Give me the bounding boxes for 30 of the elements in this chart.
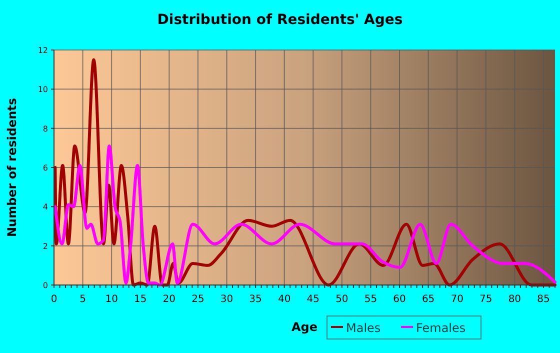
x-tick-label: 85 [537, 294, 550, 305]
x-tick-label: 20 [162, 294, 176, 305]
legend-label: Females [416, 321, 466, 335]
y-tick-label: 10 [38, 85, 48, 94]
x-tick-label: 65 [422, 294, 435, 305]
x-tick-label: 70 [450, 294, 464, 305]
y-tick-label: 12 [38, 46, 48, 55]
chart-title: Distribution of Residents' Ages [157, 12, 403, 28]
x-tick-label: 30 [220, 294, 234, 305]
x-tick-label: 35 [249, 294, 262, 305]
x-axis-title: Age [291, 320, 318, 334]
x-tick-label: 10 [105, 294, 118, 305]
x-tick-label: 0 [50, 294, 58, 305]
legend-label: Males [346, 321, 381, 335]
x-tick-label: 75 [480, 294, 492, 305]
y-tick-label: 2 [42, 242, 48, 251]
y-tick-label: 8 [42, 124, 48, 134]
x-tick-label: 25 [192, 294, 204, 305]
x-tick-label: 5 [80, 294, 86, 305]
x-tick-label: 40 [278, 294, 291, 305]
y-axis-title: Number of residents [5, 98, 19, 238]
x-tick-label: 15 [134, 294, 147, 305]
x-tick-label: 45 [306, 294, 320, 305]
x-tick-label: 80 [508, 294, 522, 305]
y-tick-label: 6 [42, 164, 48, 172]
y-tick-label: 4 [42, 202, 48, 212]
x-tick-label: 60 [393, 294, 406, 305]
x-tick-label: 50 [336, 294, 348, 305]
y-tick-label: 0 [42, 281, 48, 290]
x-tick-label: 55 [364, 294, 378, 305]
